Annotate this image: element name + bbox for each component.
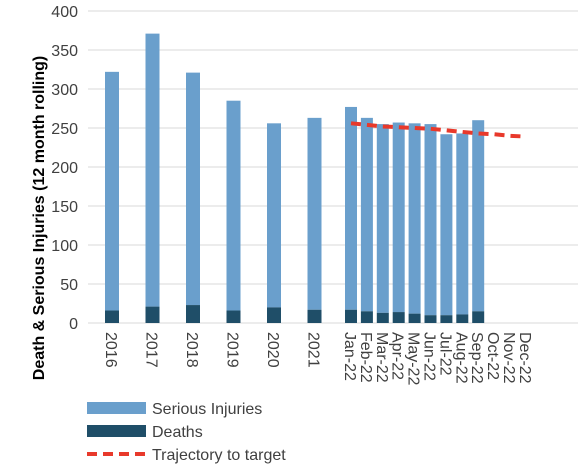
trajectory-line [350,121,526,139]
legend: Serious Injuries Deaths Trajectory to targ… [87,401,286,464]
deaths-bar [408,313,421,323]
deaths-bar [392,312,405,323]
bars [105,33,485,323]
legend-label: Serious Injuries [152,401,262,418]
serious-injuries-bar [376,124,389,313]
x-tick-label: 2020 [264,332,281,368]
y-tick-label: 100 [51,238,78,255]
y-tick-label: 50 [60,277,78,294]
legend-label: Trajectory to target [152,447,286,464]
x-tick-label: Mar-22 [373,332,390,383]
x-tick-label: 2017 [143,332,160,368]
y-tick-labels: 0 50 100 150 200 250 300 350 400 [51,4,78,333]
serious-injuries-bar [472,120,485,312]
deaths-bar [376,312,389,323]
x-tick-label: Apr-22 [389,332,406,380]
serious-injuries-bar [186,72,200,306]
serious-injuries-bar [440,134,453,316]
y-tick-label: 150 [51,199,78,216]
deaths-bar [145,306,160,323]
serious-injuries-bar [145,33,160,307]
x-tick-label: Dec-22 [516,332,533,384]
serious-injuries-bar [408,123,421,314]
serious-injuries-bar [307,117,322,310]
x-tick-label: 2016 [102,332,119,368]
deaths-bar [424,315,437,323]
serious-injuries-bar [424,124,437,316]
deaths-bar [345,309,357,323]
x-tick-label: Nov-22 [500,332,517,384]
serious-injuries-bar [226,100,241,311]
deaths-bar [267,307,281,323]
x-tick-labels: 2016 2017 2018 2019 2020 2021 Jan-22Feb-22Mar-… [102,332,533,385]
serious-injuries-bar [392,122,405,313]
deaths-bar [105,310,119,323]
gridlines [88,10,578,324]
y-tick-label: 0 [69,316,78,333]
serious-injuries-bar [267,123,281,308]
x-tick-label: Jan-22 [341,332,358,381]
y-axis-label: Death & Serious Injuries (12 month rolli… [31,56,48,380]
y-tick-label: 400 [51,4,78,21]
legend-swatch-serious-injuries [87,402,146,414]
deaths-bar [440,315,453,323]
x-tick-label: 2021 [305,332,322,368]
x-tick-label: 2019 [224,332,241,368]
x-tick-label: May-22 [405,332,422,385]
y-tick-label: 200 [51,160,78,177]
x-tick-label: Sep-22 [468,332,485,384]
x-tick-label: Jun-22 [421,332,438,381]
x-tick-label: Aug-22 [452,332,469,384]
x-tick-label: Jul-22 [436,332,453,376]
serious-injuries-bar [105,71,119,311]
deaths-bar [226,310,241,323]
x-tick-label: 2018 [183,332,200,368]
serious-injuries-bar [345,106,357,310]
x-tick-label: Oct-22 [484,332,501,380]
y-tick-label: 350 [51,43,78,60]
y-tick-label: 250 [51,121,78,138]
deaths-bar [186,305,200,323]
legend-swatch-deaths [87,425,146,437]
legend-label: Deaths [152,424,203,441]
deaths-bar [472,311,485,323]
serious-injuries-bar [360,117,373,312]
deaths-bar [360,311,373,323]
deaths-bar [307,309,322,323]
x-tick-label: Feb-22 [357,332,374,383]
y-tick-label: 300 [51,82,78,99]
deaths-bar [456,314,469,323]
trajectory-line-group [350,121,526,139]
serious-injuries-bar [456,133,469,315]
